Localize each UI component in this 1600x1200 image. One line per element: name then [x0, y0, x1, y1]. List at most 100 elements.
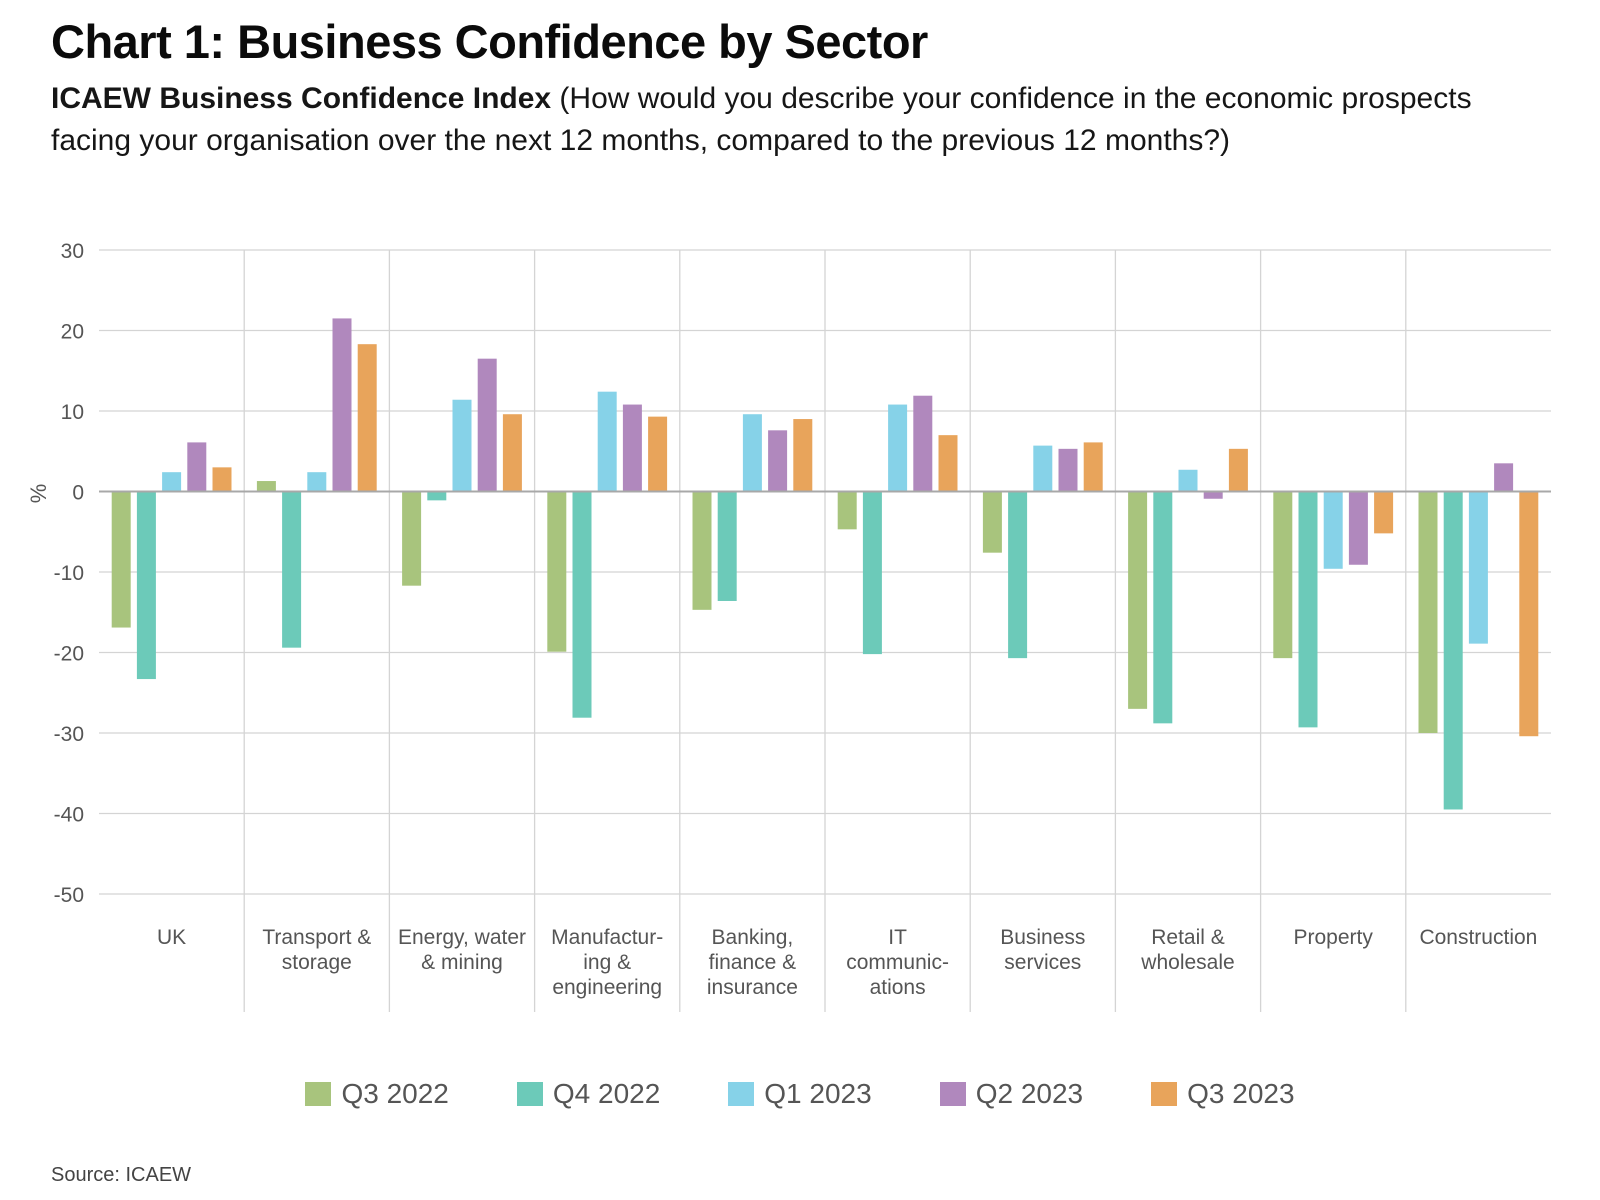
bar-q4-2022: [427, 491, 447, 501]
y-tick-label: -20: [54, 643, 84, 666]
bar-q3-2022: [982, 491, 1002, 553]
bar-q2-2023: [1058, 448, 1078, 492]
x-axis-categories: UK Transport &storage Energy, water& minin…: [157, 926, 1537, 999]
x-category-label: & mining: [421, 951, 503, 974]
x-category-label: communic-: [846, 951, 949, 974]
legend-label: Q4 2022: [552, 1078, 661, 1109]
x-category-label: Construction: [1419, 926, 1537, 949]
x-category-label: finance &: [709, 951, 797, 974]
x-category-label: Retail &: [1151, 926, 1225, 949]
y-tick-label: -50: [54, 884, 84, 907]
bar-q1-2023: [1033, 445, 1053, 492]
x-category-label: Banking,: [712, 926, 794, 949]
bar-q3-2022: [837, 491, 857, 530]
bar-q3-2022: [1273, 491, 1293, 659]
legend-swatch: [305, 1082, 332, 1106]
x-category-label: wholesale: [1140, 951, 1234, 974]
subtitle-question: (How would you describe your confidence …: [51, 82, 1472, 157]
legend-label: Q2 2023: [975, 1078, 1084, 1109]
bar-q3-2022: [547, 491, 567, 652]
bar-q2-2023: [477, 358, 497, 492]
x-category-label: engineering: [552, 976, 662, 999]
bar-q4-2022: [1443, 491, 1463, 810]
bar-q2-2023: [1494, 463, 1514, 492]
subtitle-index-name: ICAEW Business Confidence Index: [51, 82, 552, 115]
x-category-label: services: [1004, 951, 1081, 974]
legend-item: Q3 2022: [305, 1078, 449, 1110]
bar-q3-2023: [938, 435, 958, 492]
bar-q1-2023: [1323, 491, 1343, 569]
bar-q1-2023: [1468, 491, 1488, 644]
bar-q2-2023: [913, 395, 933, 492]
x-category-label: IT: [888, 926, 907, 949]
bar-q3-2022: [1418, 491, 1438, 733]
x-category-label: storage: [282, 951, 352, 974]
y-tick-label: -10: [54, 562, 84, 585]
legend-item: Q1 2023: [728, 1078, 872, 1110]
chart-subtitle: ICAEW Business Confidence Index (How wou…: [51, 78, 1551, 162]
bar-q1-2023: [1178, 469, 1198, 492]
bar-q3-2023: [1374, 491, 1394, 534]
x-category-label: Energy, water: [398, 926, 526, 949]
x-category-label: Transport &: [262, 926, 371, 949]
bar-q3-2023: [1519, 491, 1539, 737]
legend-swatch: [728, 1082, 755, 1106]
bar-q1-2023: [307, 472, 327, 492]
y-axis-label: %: [26, 484, 51, 504]
bar-q4-2022: [572, 491, 592, 718]
bar-q3-2022: [1128, 491, 1148, 709]
bar-q3-2023: [357, 344, 377, 492]
bar-q2-2023: [768, 430, 788, 492]
bar-q3-2022: [256, 481, 276, 492]
bar-q4-2022: [136, 491, 156, 680]
bar-q4-2022: [717, 491, 737, 601]
legend-swatch: [1151, 1082, 1178, 1106]
y-tick-label: -30: [54, 723, 84, 746]
bar-q3-2022: [111, 491, 131, 628]
legend-swatch: [516, 1082, 543, 1106]
bar-q4-2022: [1298, 491, 1318, 728]
bar-q2-2023: [1203, 491, 1223, 499]
legend-item: Q3 2023: [1151, 1078, 1295, 1110]
legend-item: Q4 2022: [516, 1078, 661, 1110]
bar-q3-2023: [212, 467, 232, 492]
x-category-label: ing &: [583, 951, 631, 974]
bar-q3-2023: [502, 414, 522, 492]
y-tick-label: -40: [54, 804, 84, 827]
bar-q3-2023: [1083, 442, 1103, 492]
x-category-label: UK: [157, 926, 186, 949]
x-category-label: Manufactur-: [551, 926, 663, 949]
legend-item: Q2 2023: [939, 1078, 1084, 1110]
y-axis-ticks: 30 20 10 0 -10 -20 -30 -40 -50: [54, 240, 84, 907]
bar-q1-2023: [162, 472, 182, 492]
bar-q4-2022: [1153, 491, 1173, 724]
bar-chart: 30 20 10 0 -10 -20 -30 -40 -50 UK Transport &stor…: [26, 240, 1551, 1012]
bar-q2-2023: [187, 442, 207, 492]
x-category-label: Property: [1294, 926, 1374, 949]
legend-label: Q1 2023: [764, 1078, 872, 1109]
legend-swatch: [939, 1082, 966, 1106]
legend-label: Q3 2023: [1187, 1078, 1295, 1109]
legend: Q3 2022 Q4 2022 Q1 2023 Q2 2023 Q3 2023: [0, 1078, 1600, 1110]
bar-q3-2023: [793, 419, 813, 492]
x-category-label: ations: [870, 976, 926, 999]
bar-q2-2023: [332, 318, 352, 492]
bar-q4-2022: [1008, 491, 1028, 659]
x-category-label: Business: [1000, 926, 1085, 949]
y-tick-label: 20: [61, 321, 84, 344]
bar-q4-2022: [282, 491, 302, 648]
category-dividers: [243, 250, 1407, 1012]
bar-q2-2023: [622, 404, 642, 492]
source-note: Source: ICAEW: [51, 1164, 192, 1186]
bar-q1-2023: [888, 404, 908, 492]
bar-q1-2023: [452, 399, 472, 492]
bar-q1-2023: [597, 391, 617, 492]
bar-q3-2023: [1228, 448, 1248, 492]
x-category-label: insurance: [707, 976, 798, 999]
bar-q3-2023: [648, 416, 668, 492]
chart-title: Chart 1: Business Confidence by Sector: [51, 15, 928, 68]
y-tick-label: 10: [61, 401, 84, 424]
bar-q2-2023: [1348, 491, 1368, 565]
bar-q4-2022: [862, 491, 882, 655]
bar-q3-2022: [692, 491, 712, 610]
